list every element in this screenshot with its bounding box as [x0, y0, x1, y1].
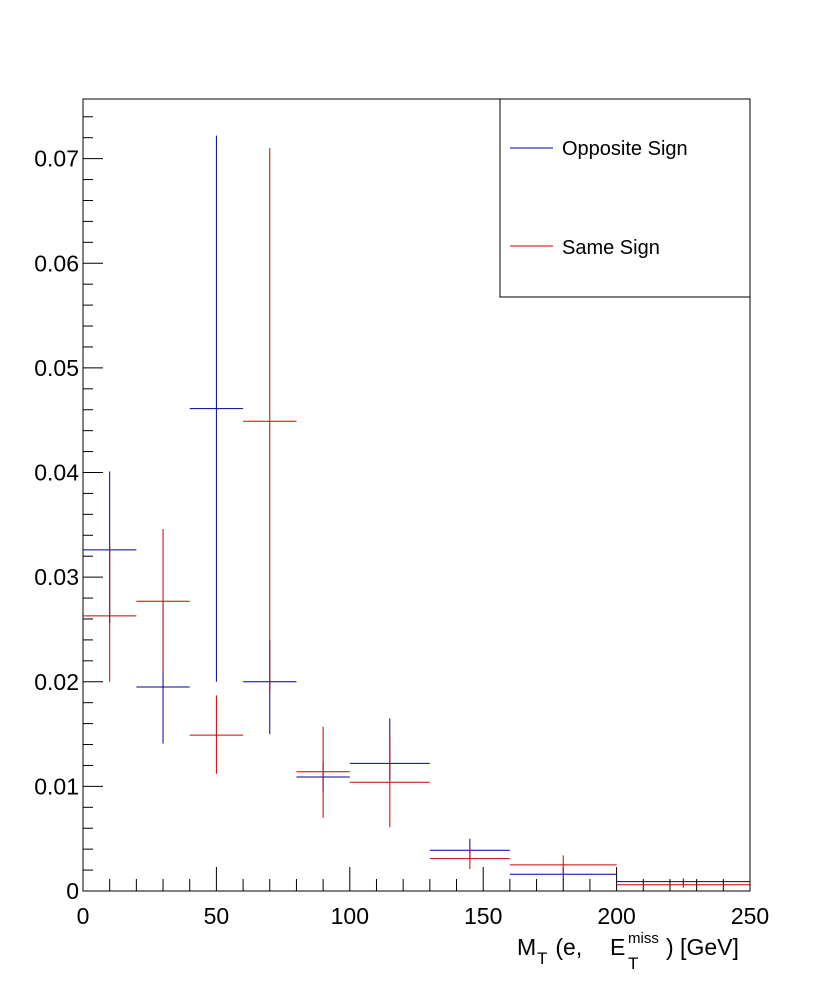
data-point-same-sign [616, 881, 750, 888]
x-axis-title-main-sub: T [537, 949, 547, 968]
data-point-same-sign [296, 726, 350, 818]
data-point-same-sign [349, 737, 430, 828]
legend-box [499, 98, 751, 298]
y-tick-label: 0.01 [34, 773, 79, 799]
x-axis-title-main: M [517, 934, 536, 960]
x-tick-label: 250 [731, 903, 769, 929]
plot-frame [82, 98, 751, 892]
y-tick-label: 0.06 [34, 250, 79, 276]
data-point-same-sign [243, 148, 297, 693]
x-axis-title-etmiss-main: E [610, 934, 625, 960]
x-axis-title-end: ) [GeV] [666, 934, 739, 960]
y-axis-ticks [83, 116, 103, 892]
data-point-opposite-sign [189, 135, 244, 682]
x-axis-title: M T (e, E miss T ) [GeV] [517, 930, 739, 973]
x-axis-ticks [82, 867, 751, 891]
x-axis-title-etmiss-sup: miss [628, 930, 659, 947]
y-tick-label: 0.04 [34, 460, 79, 486]
y-axis-tick-labels: 0 0.01 0.02 0.03 0.04 0.05 0.06 0.07 [34, 146, 79, 904]
x-tick-label: 150 [464, 903, 502, 929]
y-tick-label: 0.02 [34, 669, 79, 695]
data-point-same-sign [189, 695, 244, 774]
legend-label-same-sign: Same Sign [562, 237, 660, 259]
x-axis-title-etmiss-sub: T [628, 954, 638, 973]
data-point-same-sign [509, 855, 617, 876]
x-tick-label: 50 [204, 903, 230, 929]
y-tick-label: 0.07 [34, 146, 79, 172]
x-tick-label: 200 [597, 903, 635, 929]
series-layer [83, 135, 750, 888]
x-tick-label: 100 [331, 903, 369, 929]
y-tick-label: 0.03 [34, 564, 79, 590]
x-axis-tick-labels: 0 50 100 150 200 250 [77, 903, 770, 929]
x-axis-title-middle: (e, [549, 934, 595, 960]
x-tick-label: 0 [77, 903, 90, 929]
legend: Opposite Sign Same Sign [499, 98, 751, 298]
y-tick-label: 0.05 [34, 355, 79, 381]
data-point-same-sign [429, 847, 510, 870]
legend-label-opposite-sign: Opposite Sign [562, 138, 688, 160]
y-tick-label: 0 [66, 878, 79, 904]
data-point-same-sign [136, 529, 190, 672]
data-point-same-sign [83, 545, 137, 682]
series-same-sign [83, 148, 750, 888]
